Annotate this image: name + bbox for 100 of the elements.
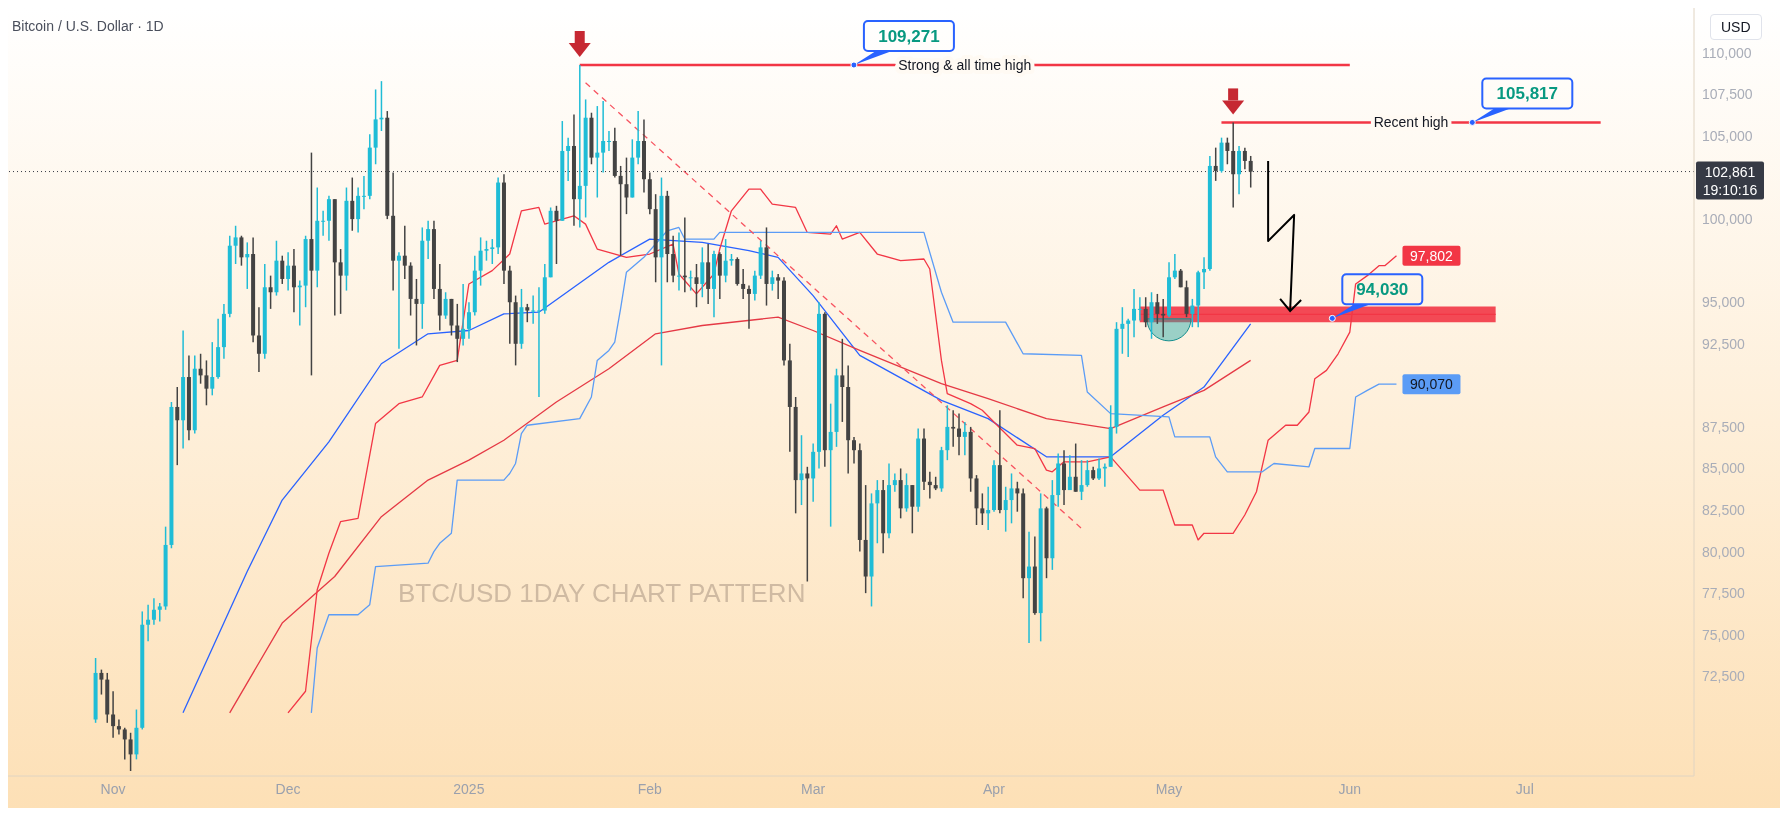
candlestick <box>175 386 180 466</box>
candlestick <box>606 130 611 152</box>
candlestick <box>350 176 355 232</box>
candlestick <box>828 402 833 528</box>
candlestick <box>1237 145 1242 195</box>
candlestick <box>321 210 326 237</box>
candlestick <box>1120 306 1125 355</box>
candlestick <box>840 338 845 423</box>
candlestick <box>484 239 489 262</box>
candlestick <box>280 254 285 285</box>
line-series <box>229 316 1252 714</box>
candlestick <box>945 404 950 461</box>
candlestick <box>111 690 116 739</box>
candlestick <box>245 241 250 290</box>
candlestick <box>799 434 804 506</box>
candlestick <box>676 231 681 292</box>
y-tick-label: 72,500 <box>1702 668 1746 685</box>
candlestick <box>151 597 156 626</box>
candlestick <box>770 269 775 292</box>
candlestick <box>601 100 606 174</box>
y-axis-title: USD <box>1710 14 1762 40</box>
candlestick <box>927 471 932 500</box>
candlestick <box>1248 155 1253 189</box>
candlestick <box>461 283 466 347</box>
x-tick-label: May <box>1155 780 1183 797</box>
candlestick <box>962 421 967 456</box>
annotation: 94,030 <box>1356 280 1409 300</box>
candlestick <box>910 484 915 535</box>
candlestick <box>256 306 261 373</box>
y-tick-label: 92,500 <box>1702 335 1746 352</box>
candlestick <box>1015 481 1020 513</box>
y-tick-label: 77,500 <box>1702 585 1746 602</box>
candlestick <box>414 278 419 347</box>
candlestick <box>1242 146 1247 170</box>
x-tick-label: Mar <box>801 780 826 797</box>
candlestick <box>595 105 600 199</box>
candlestick <box>233 225 238 265</box>
candlestick <box>1085 459 1090 488</box>
y-tick-label: 75,000 <box>1702 626 1746 643</box>
candlestick <box>566 136 571 182</box>
candlestick <box>636 110 641 166</box>
candlestick <box>1213 146 1218 182</box>
candlestick <box>531 294 536 325</box>
candlestick <box>554 205 559 265</box>
x-tick-label: Jun <box>1338 780 1362 797</box>
candlestick <box>1067 454 1072 491</box>
candlestick <box>1079 459 1084 501</box>
data-label: 90,070 <box>1410 376 1454 393</box>
candlestick <box>239 234 244 267</box>
candlestick <box>986 486 991 531</box>
candlestick <box>1097 457 1102 481</box>
y-tick-label: 105,000 <box>1702 127 1753 144</box>
candlestick <box>536 286 541 398</box>
candlestick <box>776 273 781 300</box>
candlestick <box>1137 296 1142 322</box>
candlestick <box>671 234 676 284</box>
x-tick-label: Dec <box>275 780 301 797</box>
candlestick <box>338 248 343 315</box>
candlestick <box>478 236 483 287</box>
candlestick <box>1231 121 1236 209</box>
x-tick-label: Apr <box>983 780 1006 797</box>
y-tick-label: 82,500 <box>1702 502 1746 518</box>
candlestick <box>286 251 291 292</box>
candlestick <box>210 341 215 397</box>
candlestick <box>1161 298 1166 338</box>
candlestick <box>128 732 133 772</box>
candlestick <box>146 604 151 643</box>
candlestick <box>490 238 495 265</box>
candlestick <box>1149 291 1154 340</box>
candlestick <box>466 301 471 340</box>
candlestick <box>1190 298 1195 328</box>
candlestick <box>1155 293 1160 325</box>
data-label: 97,802 <box>1410 247 1454 264</box>
candlestick <box>326 195 331 242</box>
candlestick <box>1073 442 1078 493</box>
annotation: 109,271 <box>878 27 940 46</box>
candlestick <box>361 175 366 210</box>
candlestick <box>752 269 757 302</box>
candlestick <box>892 472 897 493</box>
y-tick-label: 80,000 <box>1702 543 1746 560</box>
candlestick <box>746 284 751 330</box>
candlestick <box>99 668 104 696</box>
candlestick <box>951 409 956 448</box>
candlestick <box>1126 318 1131 358</box>
candlestick <box>717 251 722 300</box>
candlestick <box>577 64 582 229</box>
candlestick <box>694 263 699 308</box>
candlestick <box>1009 472 1014 525</box>
candlestick <box>700 246 705 298</box>
candlestick <box>1003 486 1008 533</box>
candlestick <box>402 225 407 280</box>
x-tick-label: Feb <box>637 780 663 797</box>
y-tick-label: 100,000 <box>1702 211 1753 228</box>
text: Bitcoin / U.S. Dollar · 1D <box>12 18 164 34</box>
candlestick <box>525 303 530 323</box>
candlestick <box>157 602 162 623</box>
y-tick-label: 87,500 <box>1702 418 1746 435</box>
candlestick <box>1225 136 1230 166</box>
candlestick <box>875 479 880 545</box>
candlestick <box>741 268 746 300</box>
